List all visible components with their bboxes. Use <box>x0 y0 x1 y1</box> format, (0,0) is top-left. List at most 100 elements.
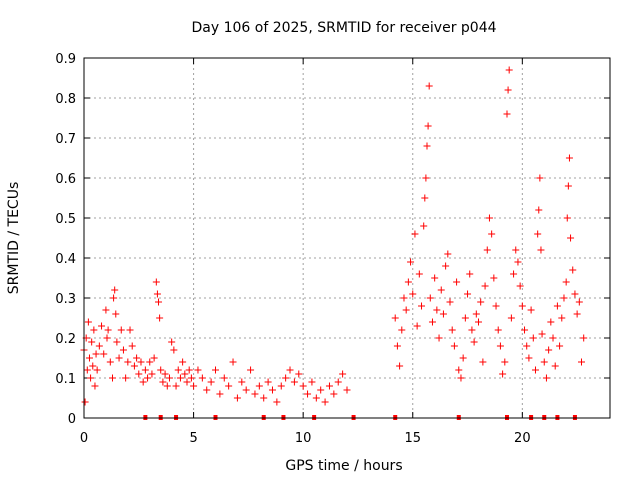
data-point <box>113 338 121 346</box>
data-point <box>295 370 303 378</box>
data-point <box>551 362 559 370</box>
data-point <box>119 346 127 354</box>
data-point <box>545 346 553 354</box>
data-point <box>415 270 423 278</box>
data-point <box>212 366 219 374</box>
data-point <box>128 342 136 350</box>
data-point <box>472 310 480 318</box>
data-point <box>422 174 430 182</box>
data-point <box>404 278 412 286</box>
data-point <box>534 230 542 238</box>
data-point <box>409 290 417 298</box>
data-point <box>485 214 493 222</box>
data-point <box>468 326 476 334</box>
data-point <box>425 82 433 90</box>
data-point <box>183 378 191 386</box>
data-point <box>531 366 539 374</box>
data-point <box>529 334 537 342</box>
data-point <box>442 262 450 270</box>
plot-frame <box>83 57 611 419</box>
data-point <box>505 66 513 74</box>
data-point <box>339 370 347 378</box>
data-point <box>304 390 312 398</box>
data-point <box>88 338 96 346</box>
data-point <box>510 270 518 278</box>
data-point <box>428 318 436 326</box>
data-point <box>560 294 568 302</box>
data-point <box>420 222 428 230</box>
data-point <box>459 354 467 362</box>
data-point <box>100 350 108 358</box>
data-point <box>190 382 198 390</box>
data-point <box>93 366 101 374</box>
grid-lines <box>83 57 610 419</box>
data-point <box>426 294 434 302</box>
data-point <box>398 326 406 334</box>
data-point <box>242 386 250 394</box>
data-point <box>470 338 478 346</box>
data-point <box>312 394 320 402</box>
data-point <box>179 358 187 366</box>
data-point <box>413 322 421 330</box>
data-point <box>130 362 138 370</box>
data-point <box>225 382 233 390</box>
data-point <box>479 358 487 366</box>
data-point <box>260 394 268 402</box>
data-point <box>84 318 92 326</box>
data-point <box>536 174 544 182</box>
data-point <box>91 382 99 390</box>
data-point <box>102 306 110 314</box>
data-point <box>483 246 491 254</box>
data-point <box>165 374 173 382</box>
data-point <box>108 374 116 382</box>
data-point <box>542 374 550 382</box>
data-point <box>286 366 294 374</box>
data-point <box>562 278 570 286</box>
data-point <box>106 358 114 366</box>
data-point <box>558 314 566 322</box>
data-point <box>216 390 224 398</box>
data-point <box>496 342 504 350</box>
data-point <box>277 382 285 390</box>
data-point <box>501 358 509 366</box>
data-point <box>448 326 456 334</box>
x-tick-labels: 0 5 10 15 20 <box>80 431 531 446</box>
data-point <box>461 314 469 322</box>
data-point <box>563 214 571 222</box>
data-point <box>229 358 237 366</box>
data-point <box>185 366 193 374</box>
data-point <box>321 398 329 406</box>
data-point <box>157 366 165 374</box>
data-point <box>282 374 290 382</box>
data-point <box>421 194 429 202</box>
data-point <box>514 258 522 266</box>
data-point <box>450 342 458 350</box>
x-tick-label: 0 <box>80 431 88 446</box>
data-point <box>156 314 164 322</box>
y-tick-label: 0.9 <box>55 52 76 67</box>
data-point <box>477 298 485 306</box>
data-point <box>273 398 281 406</box>
data-point <box>220 374 228 382</box>
data-point <box>159 378 167 386</box>
data-point <box>481 282 489 290</box>
data-point <box>268 386 276 394</box>
data-point <box>521 326 529 334</box>
x-tick-label: 5 <box>189 431 197 446</box>
y-tick-label: 0.7 <box>55 132 76 147</box>
y-tick-labels: 0 0.1 0.2 0.3 0.4 0.5 0.6 0.7 0.8 0.9 <box>55 52 76 427</box>
data-point <box>444 250 452 258</box>
y-tick-label: 0.6 <box>55 172 76 187</box>
y-tick-label: 0.8 <box>55 92 76 107</box>
data-point <box>547 318 555 326</box>
data-point <box>549 334 557 342</box>
data-point <box>172 382 180 390</box>
data-point <box>512 246 520 254</box>
data-point <box>176 374 184 382</box>
x-tick-label: 15 <box>404 431 421 446</box>
data-point <box>527 306 535 314</box>
data-point <box>144 374 152 382</box>
data-point <box>124 358 132 366</box>
data-point <box>181 370 189 378</box>
data-point <box>431 274 439 282</box>
